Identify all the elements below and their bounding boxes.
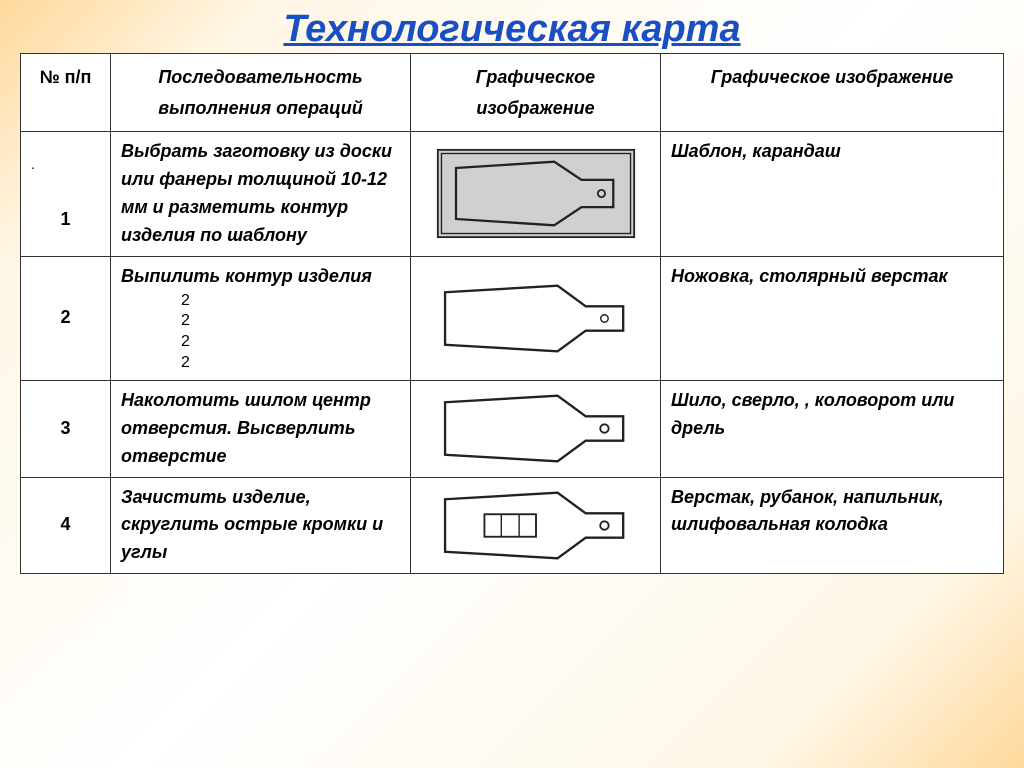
cutting-board-icon — [436, 391, 636, 466]
cell-image — [411, 256, 661, 380]
col-header-op: Последовательность выполнения операций — [111, 54, 411, 132]
table-row: 4Зачистить изделие, скруглить острые кро… — [21, 477, 1004, 574]
col-header-img: Графическое изображение — [411, 54, 661, 132]
table-row: 3Наколотить шилом центр отверстия. Высве… — [21, 380, 1004, 477]
cell-operation: Выбрать заготовку из доски или фанеры то… — [111, 132, 411, 257]
cell-tools: Ножовка, столярный верстак — [661, 256, 1004, 380]
cell-tools: Шило, сверло, , коловорот или дрель — [661, 380, 1004, 477]
cell-tools: Верстак, рубанок, напильник, шлифовальна… — [661, 477, 1004, 574]
cell-num: 2 — [21, 256, 111, 380]
cutting-board-icon — [436, 488, 636, 563]
cell-operation: Выпилить контур изделия2222 — [111, 256, 411, 380]
cell-image — [411, 380, 661, 477]
cell-num: .1 — [21, 132, 111, 257]
cell-tools: Шаблон, карандаш — [661, 132, 1004, 257]
cell-operation: Зачистить изделие, скруглить острые кром… — [111, 477, 411, 574]
cell-operation: Наколотить шилом центр отверстия. Высвер… — [111, 380, 411, 477]
col-header-num: № п/п — [21, 54, 111, 132]
cutting-board-icon — [436, 281, 636, 356]
cell-image — [411, 132, 661, 257]
cutting-board-outline-icon — [436, 146, 636, 241]
page-title: Технологическая карта — [20, 8, 1004, 51]
col-header-tool: Графическое изображение — [661, 54, 1004, 132]
cell-image — [411, 477, 661, 574]
header-row: № п/п Последовательность выполнения опер… — [21, 54, 1004, 132]
tech-card-table: № п/п Последовательность выполнения опер… — [20, 53, 1004, 574]
cell-num: 3 — [21, 380, 111, 477]
cell-num: 4 — [21, 477, 111, 574]
table-row: .1Выбрать заготовку из доски или фанеры … — [21, 132, 1004, 257]
table-row: 2Выпилить контур изделия2222 Ножовка, ст… — [21, 256, 1004, 380]
